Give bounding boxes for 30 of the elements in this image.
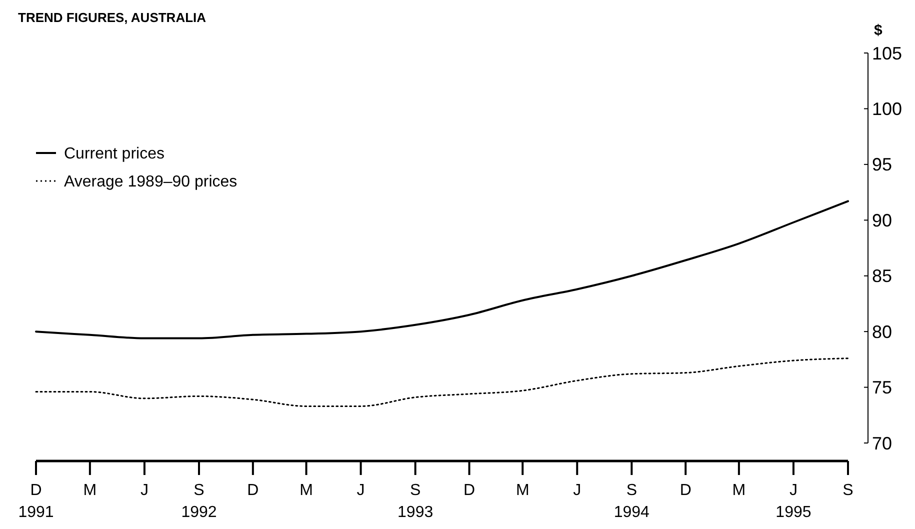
y-tick-label: 100 xyxy=(872,99,902,120)
y-tick-label: 105 xyxy=(872,43,902,64)
x-tick-label: D xyxy=(463,482,476,499)
x-tick-label: J xyxy=(356,482,365,499)
x-tick-label: M xyxy=(83,482,97,499)
x-tick-label: M xyxy=(516,482,530,499)
line-series xyxy=(35,200,849,340)
y-tick-label: 70 xyxy=(872,433,892,454)
y-tick-label: 95 xyxy=(872,154,892,175)
y-tick-label: 85 xyxy=(872,266,892,286)
x-tick-label: D xyxy=(680,482,692,499)
y-tick-label: 90 xyxy=(872,210,892,230)
y-tick-label: 75 xyxy=(872,378,892,398)
x-tick-label: M xyxy=(732,482,746,499)
x-tick-label: J xyxy=(573,482,582,499)
legend-label: Current prices xyxy=(64,146,164,163)
x-tick-label: D 1991 xyxy=(18,482,54,521)
x-tick-label: D xyxy=(247,482,259,499)
x-tick-label: S 1994 xyxy=(614,482,650,521)
y-axis-title: $ xyxy=(874,22,883,39)
y-tick-label: 80 xyxy=(872,322,892,342)
x-tick-label: S xyxy=(842,482,854,499)
x-tick-label: S 1993 xyxy=(398,482,434,521)
x-tick-label: J xyxy=(140,482,148,499)
x-tick-label: S 1992 xyxy=(181,482,217,521)
x-tick-label: M xyxy=(300,482,313,499)
chart-title: TREND FIGURES, AUSTRALIA xyxy=(18,10,207,25)
line-series xyxy=(35,358,849,407)
x-tick-label: J 1995 xyxy=(776,482,812,521)
legend-label: Average 1989–90 prices xyxy=(64,174,238,191)
